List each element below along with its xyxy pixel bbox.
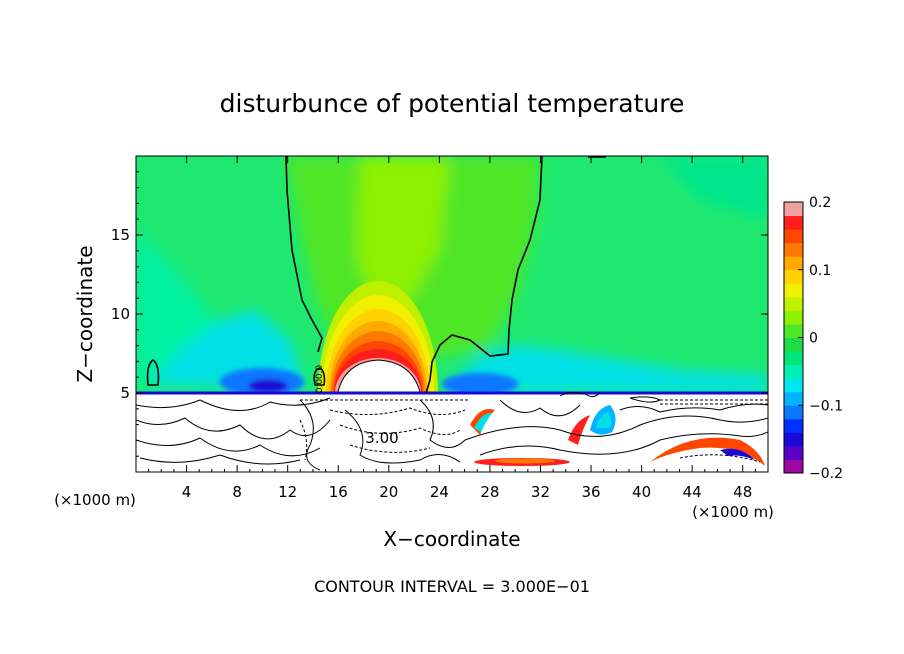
lower-dashed-contours	[299, 399, 768, 463]
contour-r6	[559, 391, 601, 398]
x-axis-label: X−coordinate	[383, 527, 520, 551]
colorbar-swatch	[784, 405, 803, 420]
field-zone-yellowgreen	[355, 156, 450, 300]
x-tick-label: 16	[329, 483, 348, 501]
y-tick-label: 10	[111, 305, 130, 323]
colorbar-swatch	[784, 229, 803, 244]
contour-l7	[419, 399, 466, 448]
y-tick-label: 15	[111, 226, 130, 244]
colorbar-swatch	[784, 351, 803, 366]
y-axis: 5 10 15	[111, 171, 768, 457]
plume-core	[337, 359, 421, 393]
field-navy-left	[248, 379, 288, 393]
dash-4	[349, 444, 431, 453]
dash-7	[679, 454, 761, 463]
contour-l1	[136, 397, 331, 411]
contour-zero-left	[285, 156, 323, 353]
patch-orange-bottom	[495, 458, 555, 464]
colorbar-swatch	[784, 459, 803, 474]
lower-contours	[136, 391, 768, 471]
patch-left-arc-cyan	[474, 412, 492, 432]
x-tick-label: 28	[480, 483, 499, 501]
contour-r3	[499, 399, 581, 417]
colorbar: 0.2 0.1 0 −0.1 −0.2	[783, 195, 843, 482]
lower-layer	[136, 393, 768, 472]
x-unit-label-right: (×1000 m)	[692, 503, 774, 521]
contour-small-loop-left	[146, 359, 160, 386]
colorbar-tick-label: 0.2	[809, 195, 831, 211]
patch-right-arc	[650, 437, 765, 466]
x-tick-label: 44	[683, 483, 702, 501]
patch-right-arc-in	[720, 448, 755, 460]
dash-2	[329, 407, 466, 415]
x-tick-label: 12	[278, 483, 297, 501]
plot-area: 3.00 0.0 0.0	[136, 156, 768, 472]
field-lower-blues	[220, 368, 518, 396]
x-tick-label: 40	[632, 483, 651, 501]
field-zone-cyan-right	[450, 345, 768, 392]
patch-blob-36-in	[596, 412, 612, 428]
lower-color-patches	[470, 405, 765, 466]
colorbar-swatch	[784, 310, 803, 325]
contour-label-zero-a: 0.0	[315, 365, 325, 380]
x-unit-label-left: (×1000 m)	[54, 491, 136, 509]
colorbar-swatch	[784, 445, 803, 460]
x-tick-label: 36	[581, 483, 600, 501]
contour-r4	[619, 403, 768, 413]
contour-label-zero-b: 0.0	[315, 379, 325, 394]
colorbar-swatch	[784, 215, 803, 230]
colorbar-tick-label: −0.2	[809, 466, 843, 482]
x-tick-label: 24	[430, 483, 449, 501]
colorbar-swatch	[784, 364, 803, 379]
dash-8	[299, 419, 308, 461]
x-tick-label: 4	[182, 483, 192, 501]
upper-contours	[146, 156, 606, 394]
colorbar-swatch	[784, 418, 803, 433]
colorbar-tick-label: 0.1	[809, 263, 831, 279]
x-tick-label: 48	[733, 483, 752, 501]
field-zone-light-upper-right	[660, 156, 768, 220]
x-tick-label: 8	[232, 483, 242, 501]
contour-l5	[299, 399, 321, 471]
field-blue-right	[442, 373, 518, 395]
contour-l2	[136, 417, 331, 440]
colorbar-tick-label: −0.1	[809, 398, 843, 414]
contour-label-3: 3.00	[365, 429, 398, 447]
colorbar-swatch	[784, 323, 803, 338]
colorbar-swatch	[784, 269, 803, 284]
contour-interval-note: CONTOUR INTERVAL = 3.000E−01	[314, 577, 590, 596]
y-axis-label: Z−coordinate	[73, 245, 97, 382]
contour-r1	[464, 415, 768, 441]
colorbar-swatch	[784, 242, 803, 257]
colorbar-swatch	[784, 337, 803, 352]
colorbar-swatch	[784, 296, 803, 311]
patch-mid-arc	[568, 415, 590, 445]
contour-r2	[479, 431, 768, 456]
colorbar-tick-label: 0	[809, 331, 818, 347]
y-tick-label: 5	[120, 384, 130, 402]
colorbar-swatch	[784, 378, 803, 393]
x-tick-label: 20	[379, 483, 398, 501]
x-tick-label: 32	[531, 483, 550, 501]
colorbar-swatch	[784, 432, 803, 447]
colorbar-swatch	[784, 256, 803, 271]
x-axis: 4 8 12 16 20 24 28 32 36 40 44 48	[148, 156, 756, 501]
chart-title: disturbunce of potential temperature	[220, 89, 685, 118]
contour-l4	[139, 454, 301, 465]
contour-small-loop-mid	[313, 367, 326, 386]
colorbar-swatch	[784, 391, 803, 406]
contour-l3	[136, 437, 321, 457]
colorbar-swatch	[784, 202, 803, 217]
contour-zero-right	[425, 156, 543, 394]
dash-3	[339, 424, 461, 435]
colorbar-swatch	[784, 283, 803, 298]
